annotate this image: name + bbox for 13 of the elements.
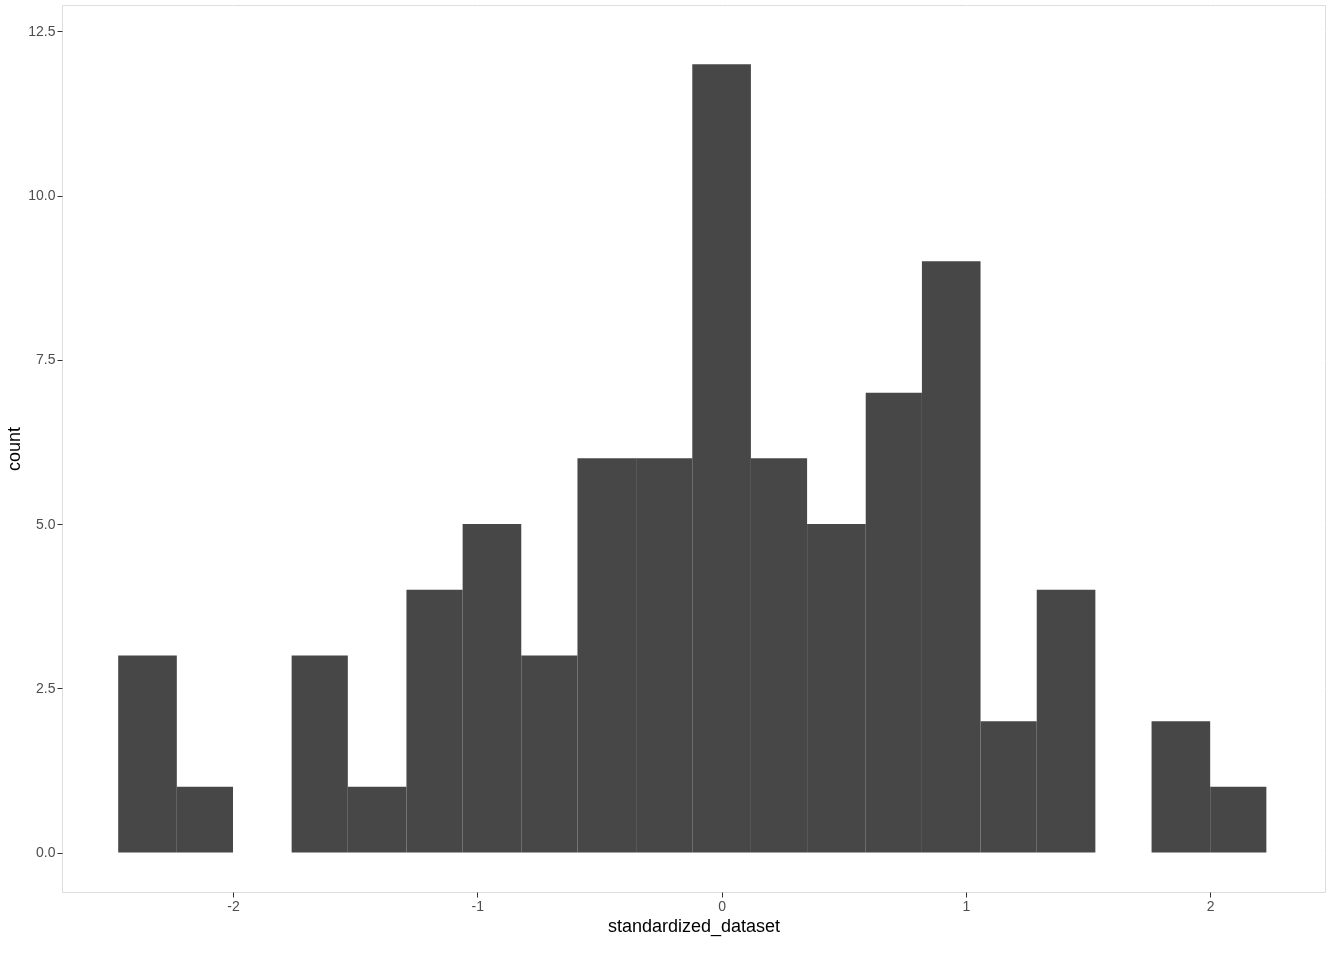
y-tick-label: 7.5 [36, 351, 56, 368]
x-axis-title: standardized_dataset [607, 915, 781, 937]
y-tick-label: 5.0 [36, 515, 56, 532]
y-tick-label: 0.0 [36, 844, 56, 861]
x-tick-label: 2 [1206, 897, 1215, 914]
x-tick-label: 1 [962, 897, 971, 914]
y-tick-label: 2.5 [36, 679, 56, 696]
y-axis-title: count [4, 426, 25, 472]
y-tick-label: 12.5 [28, 22, 56, 39]
x-tick-label: -2 [227, 897, 240, 914]
x-tick-label: 0 [718, 897, 727, 914]
y-tick-label: 10.0 [28, 187, 56, 204]
x-tick-label: -1 [471, 897, 485, 914]
